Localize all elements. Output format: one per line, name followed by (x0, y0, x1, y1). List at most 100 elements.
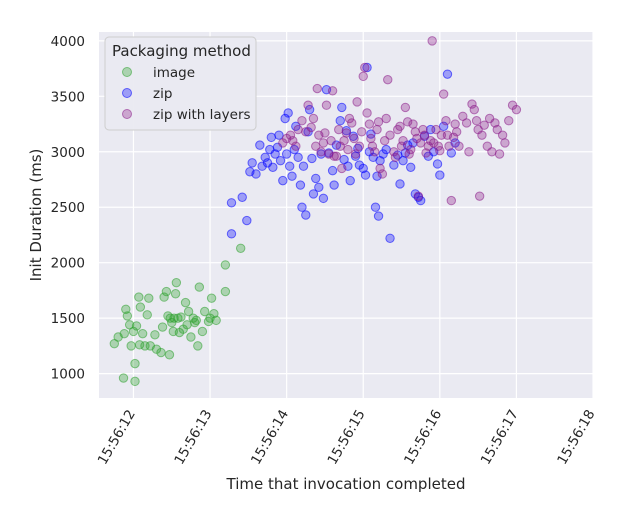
data-point (337, 102, 347, 113)
grid-lines (99, 32, 594, 398)
x-tick-label: 15:56:15 (325, 407, 369, 468)
data-point (130, 376, 140, 387)
data-point (131, 321, 142, 331)
data-point (157, 322, 168, 332)
data-point (381, 144, 391, 155)
data-point (312, 83, 322, 94)
data-point (469, 104, 479, 115)
x-tick-label: 15:56:16 (401, 407, 445, 468)
data-point (137, 328, 148, 339)
data-point (135, 302, 146, 312)
y-tick-labels: 1000 1500 2000 2500 3000 3500 4000 (51, 34, 85, 383)
data-point (461, 118, 472, 128)
data-point (226, 198, 237, 208)
data-point (389, 147, 399, 157)
data-point (327, 86, 338, 96)
data-point (298, 161, 309, 171)
data-point (395, 179, 405, 189)
y-tick-label: 3500 (51, 89, 85, 105)
data-points (109, 36, 522, 387)
data-point (464, 147, 474, 157)
y-tick-label: 2000 (51, 256, 85, 272)
data-point (494, 149, 505, 159)
data-point (334, 124, 344, 135)
data-point (408, 119, 418, 129)
data-point (372, 124, 382, 135)
data-point (341, 126, 352, 136)
data-point (171, 277, 182, 288)
data-point (350, 149, 361, 159)
data-point (255, 140, 265, 150)
data-point (511, 104, 522, 115)
data-point (144, 293, 154, 303)
x-tick-label: 15:56:12 (95, 407, 139, 468)
data-point (431, 124, 441, 135)
data-point (161, 286, 172, 297)
data-point (373, 117, 384, 127)
data-point (398, 135, 408, 146)
data-point (341, 128, 352, 138)
y-tick-label: 3000 (51, 145, 85, 161)
data-point (492, 124, 502, 135)
data-point (301, 210, 311, 220)
data-point (454, 141, 464, 151)
data-point (316, 149, 326, 159)
data-point (128, 326, 139, 337)
data-point (479, 120, 489, 130)
data-point (237, 192, 247, 202)
data-point (435, 145, 445, 156)
data-point (349, 133, 359, 144)
data-point (370, 202, 381, 212)
legend-title: Packaging method (112, 42, 251, 60)
data-point (344, 113, 355, 124)
data-point (358, 71, 368, 82)
legend-label: zip with layers (153, 107, 251, 123)
data-point (327, 165, 338, 176)
data-point (441, 116, 451, 126)
data-point (122, 311, 133, 321)
data-point (180, 297, 191, 308)
data-point (150, 330, 160, 340)
data-point (444, 141, 454, 151)
data-point (500, 138, 510, 148)
data-point (266, 132, 277, 143)
data-point (337, 163, 347, 174)
data-point (400, 102, 411, 113)
data-point (257, 161, 267, 171)
data-point (329, 180, 339, 190)
data-point (385, 233, 395, 243)
series-image (109, 243, 246, 387)
data-point (347, 118, 357, 128)
y-tick-label: 2500 (51, 200, 85, 216)
data-point (170, 289, 181, 299)
legend-label: zip (153, 86, 172, 102)
data-point (275, 155, 286, 166)
data-point (497, 130, 508, 140)
data-point (307, 153, 317, 164)
data-point (281, 149, 292, 159)
data-point (406, 162, 416, 173)
legend-marker (122, 67, 132, 77)
data-point (140, 341, 150, 351)
data-point (326, 135, 336, 146)
data-point (251, 169, 261, 179)
data-point (425, 124, 436, 135)
data-point (293, 152, 303, 163)
data-point (211, 315, 221, 326)
data-point (297, 202, 307, 212)
data-point (156, 347, 166, 358)
data-point (360, 62, 370, 73)
data-point (247, 158, 257, 168)
data-point (308, 113, 319, 124)
data-point (311, 173, 321, 184)
data-point (285, 161, 295, 171)
data-point (504, 116, 514, 126)
data-point (362, 62, 372, 73)
series-zip-with-layers (278, 36, 522, 206)
x-axis-title: Time that invocation completed (226, 475, 466, 493)
data-point (395, 121, 405, 131)
x-tick-label: 15:56:14 (248, 407, 292, 468)
data-point (274, 130, 284, 140)
data-point (377, 169, 388, 179)
data-point (360, 170, 371, 180)
